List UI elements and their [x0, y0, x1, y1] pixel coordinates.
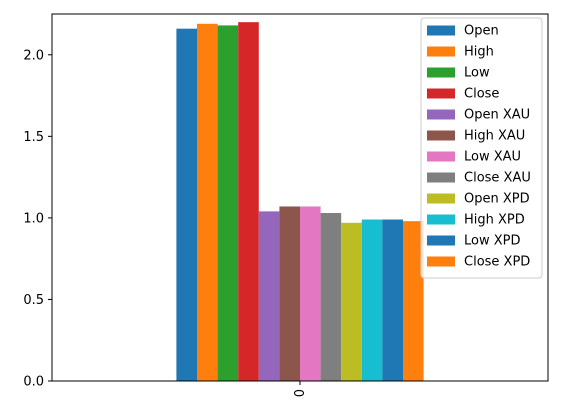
legend-swatch: [427, 256, 455, 267]
legend-label: Close XPD: [464, 255, 530, 270]
legend-label: Close: [464, 87, 499, 102]
legend-swatch: [427, 67, 455, 78]
y-tick-label: 1.5: [23, 130, 44, 145]
y-tick-label: 2.0: [23, 48, 44, 63]
bar-close: [238, 22, 259, 381]
legend-label: Open: [464, 24, 499, 39]
legend-label: High XAU: [464, 129, 525, 144]
legend-swatch: [427, 193, 455, 204]
legend-swatch: [427, 25, 455, 36]
bar-open-xau: [258, 211, 280, 381]
bar-high: [197, 23, 218, 381]
y-tick-label: 1.0: [23, 211, 44, 226]
legend-swatch: [427, 235, 455, 246]
y-axis: 0.0 0.5 1.0 1.5 2.0: [23, 48, 52, 390]
legend-swatch: [427, 130, 455, 141]
bar-open-xpd: [341, 222, 362, 381]
bar-open: [176, 28, 197, 382]
y-tick-label: 0.5: [23, 293, 44, 308]
x-axis: 0: [293, 381, 308, 397]
bar-high-xpd: [361, 219, 383, 381]
legend-swatch: [427, 172, 455, 183]
legend-swatch: [427, 151, 455, 162]
legend-label: Open XPD: [464, 192, 530, 207]
legend-label: Close XAU: [464, 171, 531, 186]
bar-close-xau: [320, 213, 342, 381]
legend: Open High Low Close Open XAU High XAU Low XAU C…: [420, 17, 543, 279]
legend-label: High: [464, 45, 494, 60]
legend-label: Low XAU: [464, 150, 521, 165]
plot-area: [51, 13, 549, 382]
legend-box: [420, 17, 543, 279]
legend-label: Low XPD: [464, 234, 521, 249]
legend-swatch: [427, 214, 455, 225]
legend-swatch: [427, 88, 455, 99]
x-tick-label: 0: [293, 389, 308, 397]
bar-low-xpd: [382, 219, 403, 381]
bar-close-xpd: [403, 221, 424, 381]
legend-label: High XPD: [464, 213, 525, 228]
legend-swatch: [427, 109, 455, 120]
bar-high-xau: [279, 206, 300, 381]
y-tick-label: 0.0: [23, 375, 44, 390]
bar-low: [217, 25, 239, 381]
legend-swatch: [427, 46, 455, 57]
legend-label: Open XAU: [464, 108, 530, 123]
bar-low-xau: [300, 206, 321, 381]
bars-group: [176, 22, 424, 382]
legend-label: Low: [464, 66, 490, 81]
